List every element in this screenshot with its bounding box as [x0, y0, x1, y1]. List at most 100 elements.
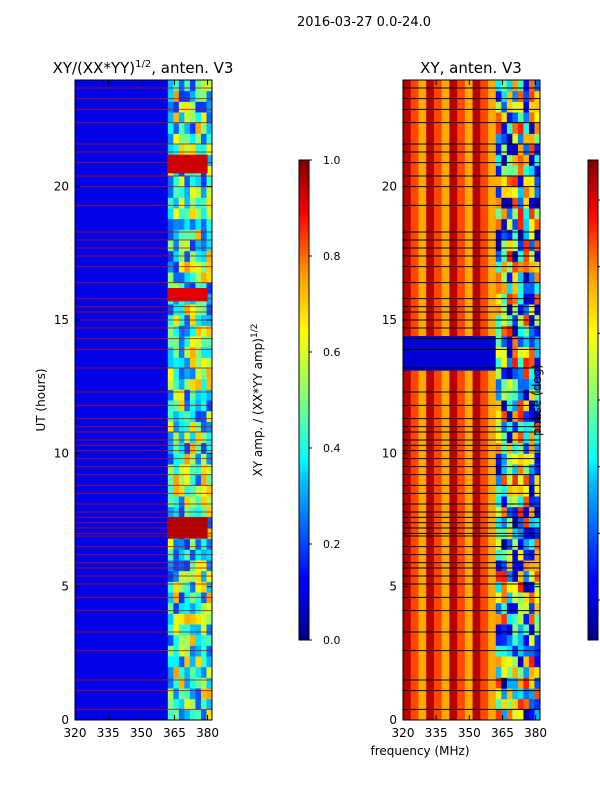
heatmap-cell	[523, 112, 530, 124]
heatmap-cell	[501, 485, 508, 497]
heatmap-cell	[195, 336, 202, 348]
heatmap-cell	[523, 272, 530, 284]
heatmap-cell	[173, 133, 180, 145]
heatmap-cell	[178, 240, 185, 252]
heatmap-cell	[200, 368, 207, 380]
heatmap-cell	[173, 218, 180, 230]
heatmap-cell	[512, 218, 519, 230]
heatmap-cell	[173, 122, 180, 134]
heatmap-cell	[495, 688, 502, 700]
heatmap-cell	[184, 581, 191, 593]
y-tick-label: 15	[382, 313, 397, 327]
heatmap-cell	[200, 442, 207, 454]
heatmap-cell	[200, 133, 207, 145]
heatmap-cell	[517, 496, 524, 508]
heatmap-cell	[506, 410, 513, 422]
heatmap-cell	[512, 581, 519, 593]
heatmap-cell	[534, 218, 540, 230]
heatmap-cell	[173, 112, 180, 124]
heatmap-cell	[173, 709, 180, 720]
heatmap-cell	[178, 538, 185, 550]
heatmap-cell	[184, 560, 191, 572]
heatmap-cell	[534, 272, 540, 284]
heatmap-cell	[200, 378, 207, 390]
heatmap-cell	[501, 656, 508, 668]
heatmap-cell	[517, 709, 524, 720]
x-tick-label: 335	[425, 726, 448, 740]
heatmap-cell	[206, 602, 212, 614]
heatmap-cell	[501, 602, 508, 614]
heatmap-cell	[506, 176, 513, 188]
heatmap-cell	[501, 101, 508, 113]
heatmap-cell	[528, 613, 535, 625]
heatmap-cell	[512, 538, 519, 550]
heatmap-cell	[173, 474, 180, 486]
heatmap-cell	[195, 698, 202, 710]
heatmap-cell	[206, 112, 212, 124]
heatmap-cell	[495, 133, 502, 145]
heatmap-cell	[189, 208, 196, 220]
heatmap-cell	[534, 154, 540, 166]
heatmap-cell	[200, 613, 207, 625]
heatmap-cell	[534, 378, 540, 390]
heatmap-cell	[534, 613, 540, 625]
heatmap-cell	[184, 144, 191, 156]
heatmap-cell	[189, 336, 196, 348]
heatmap-cell	[517, 634, 524, 646]
heatmap-cell	[506, 560, 513, 572]
x-tick-label: 320	[392, 726, 415, 740]
heatmap-cell	[523, 698, 530, 710]
heatmap-cell	[523, 325, 530, 337]
heatmap-cell	[178, 272, 185, 284]
heatmap-cell	[167, 496, 174, 508]
heatmap-stripe	[403, 80, 412, 720]
x-tick-label: 365	[163, 726, 186, 740]
heatmap-cell	[495, 197, 502, 209]
heatmap-cell	[189, 432, 196, 444]
heatmap-cell	[512, 112, 519, 124]
heatmap-cell	[534, 144, 540, 156]
heatmap-cell	[506, 90, 513, 102]
heatmap-cell	[512, 336, 519, 348]
heatmap-cell	[200, 624, 207, 636]
heatmap-cell	[534, 133, 540, 145]
heatmap-cell	[501, 442, 508, 454]
heatmap-cell	[501, 346, 508, 358]
heatmap-cell	[189, 378, 196, 390]
heatmap-stripe	[433, 80, 443, 720]
heatmap-cell	[189, 218, 196, 230]
heatmap-cell	[184, 133, 191, 145]
heatmap-cell	[200, 581, 207, 593]
amplitude-panel-title: XY/(XX*YY)1/2, anten. V3	[53, 59, 234, 77]
heatmap-cell	[512, 197, 519, 209]
heatmap-cell	[167, 538, 174, 550]
heatmap-cell	[534, 282, 540, 294]
heatmap-cell	[506, 581, 513, 593]
heatmap-cell	[184, 122, 191, 134]
heatmap-cell	[501, 432, 508, 444]
heatmap-cell	[512, 485, 519, 497]
heatmap-cell	[501, 144, 508, 156]
heatmap-cell	[200, 272, 207, 284]
heatmap-cell	[512, 656, 519, 668]
heatmap-cell	[512, 282, 519, 294]
heatmap-cell	[534, 464, 540, 476]
heatmap-cell	[173, 432, 180, 444]
heatmap-cell	[495, 154, 502, 166]
heatmap-cell	[506, 186, 513, 198]
heatmap-cell	[173, 336, 180, 348]
heatmap-cell	[517, 410, 524, 422]
heatmap-cell	[506, 613, 513, 625]
heatmap-cell	[167, 442, 174, 454]
heatmap-cell	[528, 442, 535, 454]
heatmap-cell	[184, 677, 191, 689]
heatmap-cell	[523, 485, 530, 497]
heatmap-cell	[167, 634, 174, 646]
heatmap-cell	[512, 165, 519, 177]
amplitude-colorbar-gradient	[298, 159, 310, 641]
heatmap-cell	[506, 677, 513, 689]
heatmap-cell	[501, 538, 508, 550]
heatmap-cell	[517, 90, 524, 102]
heatmap-cell	[528, 666, 535, 678]
heatmap-cell	[512, 634, 519, 646]
